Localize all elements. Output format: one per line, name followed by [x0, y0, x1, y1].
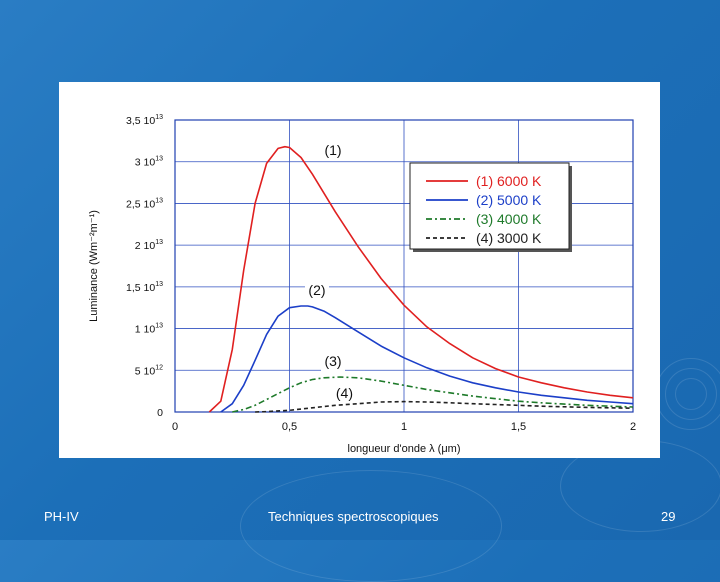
series-line: [232, 376, 634, 413]
annotation-bg: [321, 354, 346, 372]
annotation-bg: [321, 143, 346, 161]
x-tick-label: 1: [401, 421, 407, 433]
series-line: [208, 145, 634, 413]
legend-entry: (4) 3000 K: [476, 230, 542, 246]
annotation-bg: [304, 283, 329, 301]
x-tick-label: 0,5: [282, 421, 297, 433]
page-number: 29: [661, 509, 676, 524]
series-line: [220, 305, 634, 413]
y-tick-label: 2 1013: [135, 239, 163, 252]
x-tick-label: 0: [172, 421, 178, 433]
legend-box: [409, 162, 570, 250]
curve-annotation: (3): [324, 353, 341, 369]
x-tick-label: 1,5: [511, 421, 526, 433]
footer-title: Techniques spectroscopiques: [268, 509, 439, 524]
plot-frame: [174, 119, 634, 413]
x-axis-label: longueur d'onde λ (μm): [348, 443, 461, 455]
background-ripple: [240, 470, 502, 582]
figure-panel: 0 0,5 1 1,5 2 0 5 1012 1 1013 1,5 1013 2 1013 2,5 …: [59, 82, 660, 458]
series-line: [255, 400, 634, 413]
y-tick-label: 3 1013: [135, 156, 163, 169]
curve-annotation: (4): [336, 385, 353, 401]
annotation-bg: [332, 385, 357, 403]
y-axis-label: Luminance (Wm⁻²m⁻¹): [88, 210, 100, 322]
y-tick-label: 3,5 1013: [126, 114, 163, 127]
curve-annotation: (2): [308, 282, 325, 298]
legend-entry: (2) 5000 K: [476, 192, 542, 208]
y-tick-label: 2,5 1013: [126, 197, 163, 210]
background-ripple: [675, 378, 707, 410]
y-tick-label: 0: [157, 407, 163, 419]
footer-left-label: PH-IV: [44, 509, 79, 524]
curve-annotation: (1): [324, 142, 341, 158]
background-ripple: [665, 368, 717, 420]
x-tick-label: 2: [630, 421, 636, 433]
y-tick-label: 1 1013: [135, 323, 163, 336]
y-tick-label: 1,5 1013: [126, 281, 163, 294]
legend-entry: (3) 4000 K: [476, 211, 542, 227]
legend-entry: (1) 6000 K: [476, 173, 542, 189]
y-tick-label: 5 1012: [135, 364, 163, 377]
blackbody-luminance-chart: 0 0,5 1 1,5 2 0 5 1012 1 1013 1,5 1013 2 1013 2,5 …: [88, 114, 636, 455]
